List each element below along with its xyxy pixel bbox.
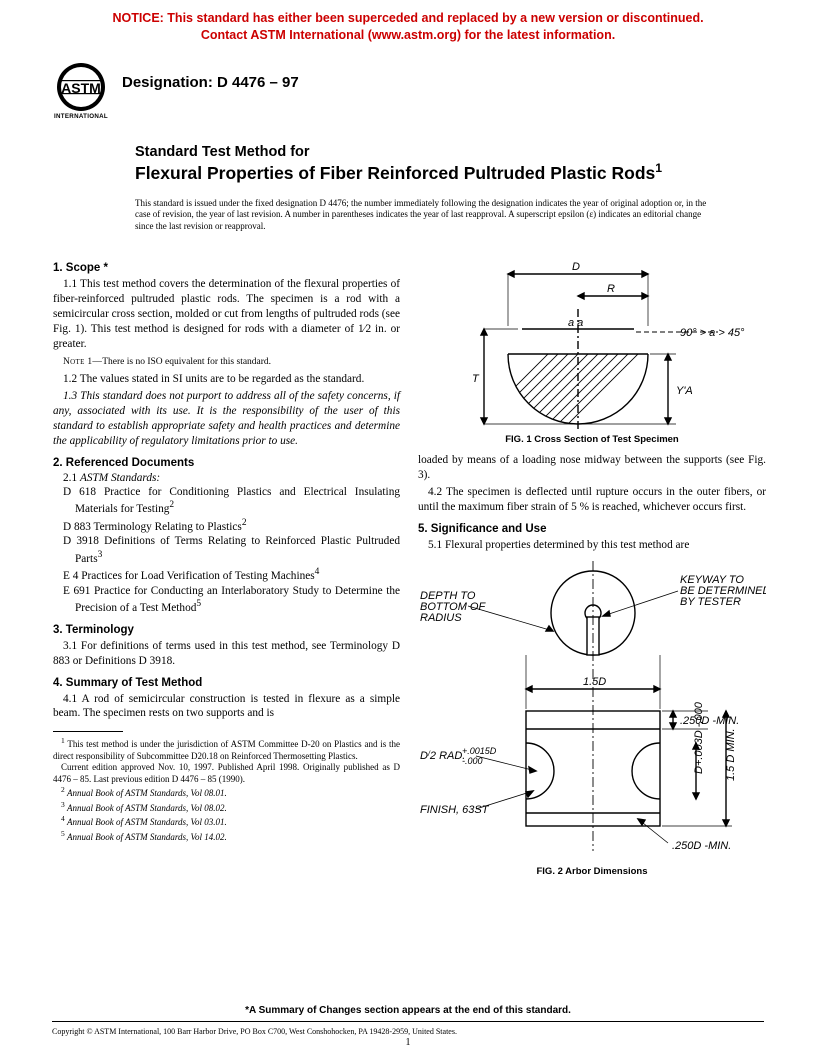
- fig2-depth: DEPTH TOBOTTOM OFRADIUS: [420, 590, 486, 624]
- fig1-D: D: [572, 261, 580, 273]
- ref-item: E 4 Practices for Load Verification of T…: [53, 566, 400, 583]
- significance-head: 5. Significance and Use: [418, 523, 766, 535]
- fn4-text: Annual Book of ASTM Standards, Vol 03.01…: [67, 817, 227, 827]
- fig2-topmin: .250D -MIN.: [680, 715, 739, 727]
- refdocs-sub: 2.1 ASTM Standards:: [53, 472, 400, 484]
- title-sup: 1: [655, 161, 662, 175]
- fig2-svg: DEPTH TOBOTTOM OFRADIUS KEYWAY TOBE DETE…: [418, 561, 766, 861]
- header: ASTM INTERNATIONAL Designation: D 4476 –…: [0, 48, 816, 122]
- scope-p2: 1.2 The values stated in SI units are to…: [53, 372, 400, 387]
- fig1-R: R: [607, 283, 615, 295]
- body-columns: 1. Scope * 1.1 This test method covers t…: [0, 232, 816, 877]
- refdocs-head: 2. Referenced Documents: [53, 457, 400, 469]
- scope-p1: 1.1 This test method covers the determin…: [53, 277, 400, 352]
- page-number: 1: [0, 1037, 816, 1048]
- figure-1: D R T Y'A a a 90° > a > 45° FIG. 1 Cross…: [418, 254, 766, 445]
- scope-p3: 1.3 This standard does not purport to ad…: [53, 389, 400, 449]
- significance-p1: 5.1 Flexural properties determined by th…: [418, 538, 766, 553]
- footnote-2: 2 Annual Book of ASTM Standards, Vol 08.…: [53, 785, 400, 800]
- fig2-span: 1.5D: [583, 676, 606, 688]
- fig1-caption: FIG. 1 Cross Section of Test Specimen: [418, 434, 766, 445]
- summary-p2: 4.2 The specimen is deflected until rupt…: [418, 485, 766, 515]
- fn3-text: Annual Book of ASTM Standards, Vol 08.02…: [67, 803, 227, 813]
- left-column: 1. Scope * 1.1 This test method covers t…: [53, 254, 400, 877]
- footnote-1b: Current edition approved Nov. 10, 1997. …: [53, 762, 400, 785]
- ref-item: D 3918 Definitions of Terms Relating to …: [53, 534, 400, 566]
- fig1-svg: D R T Y'A a a 90° > a > 45°: [418, 254, 766, 429]
- footnote-5: 5 Annual Book of ASTM Standards, Vol 14.…: [53, 829, 400, 844]
- footnote-1a: 1 This test method is under the jurisdic…: [53, 736, 400, 762]
- summary-p1-cont: loaded by means of a loading nose midway…: [418, 453, 766, 483]
- designation: Designation: D 4476 – 97: [122, 74, 299, 91]
- note-body: There is no ISO equivalent for this stan…: [102, 357, 271, 367]
- title-block: Standard Test Method for Flexural Proper…: [135, 144, 725, 184]
- fig1-T: T: [472, 373, 480, 385]
- fn2-text: Annual Book of ASTM Standards, Vol 08.01…: [67, 788, 227, 798]
- ref-item: D 618 Practice for Conditioning Plastics…: [53, 485, 400, 517]
- fig1-angle: 90° > a > 45°: [680, 327, 745, 339]
- footnote-4: 4 Annual Book of ASTM Standards, Vol 03.…: [53, 814, 400, 829]
- notice-line1: NOTICE: This standard has either been su…: [60, 10, 756, 27]
- title-main-text: Flexural Properties of Fiber Reinforced …: [135, 163, 655, 183]
- fig2-height: 1.5 D MIN.: [725, 728, 737, 781]
- scope-note1: Note 1—There is no ISO equivalent for th…: [53, 356, 400, 368]
- refdocs-sub-text: ASTM Standards:: [80, 472, 160, 484]
- fig1-YA: Y'A: [676, 385, 693, 397]
- terminology-head: 3. Terminology: [53, 624, 400, 636]
- fig2-htol: D+.003D -.000: [693, 701, 705, 774]
- refdocs-list: D 618 Practice for Conditioning Plastics…: [53, 485, 400, 616]
- scope-head: 1. Scope *: [53, 262, 400, 274]
- svg-text:INTERNATIONAL: INTERNATIONAL: [54, 113, 108, 120]
- fig2-rad: D/2 RAD.+.0015D-.000: [420, 746, 497, 766]
- issuance-note: This standard is issued under the fixed …: [135, 198, 715, 233]
- fig2-botmin: .250D -MIN.: [672, 840, 731, 852]
- bottom-rule: [52, 1021, 764, 1022]
- ref-item: E 691 Practice for Conducting an Interla…: [53, 584, 400, 616]
- footnote-rule: [53, 731, 123, 732]
- copyright: Copyright © ASTM International, 100 Barr…: [52, 1027, 457, 1036]
- title-main: Flexural Properties of Fiber Reinforced …: [135, 161, 725, 183]
- note-lead: Note 1—: [63, 357, 102, 367]
- fig2-caption: FIG. 2 Arbor Dimensions: [418, 866, 766, 877]
- fig2-finish: FINISH, 63ST: [420, 804, 490, 816]
- notice-banner: NOTICE: This standard has either been su…: [0, 0, 816, 48]
- fn1a-text: This test method is under the jurisdicti…: [53, 739, 400, 761]
- terminology-p1: 3.1 For definitions of terms used in thi…: [53, 639, 400, 669]
- figure-2: DEPTH TOBOTTOM OFRADIUS KEYWAY TOBE DETE…: [418, 561, 766, 877]
- fig1-aa: a a: [568, 317, 583, 329]
- fig2-keyway: KEYWAY TOBE DETERMINEDBY TESTER: [680, 574, 766, 608]
- title-lead: Standard Test Method for: [135, 144, 725, 161]
- notice-line2: Contact ASTM International (www.astm.org…: [60, 27, 756, 44]
- summary-head: 4. Summary of Test Method: [53, 677, 400, 689]
- changes-note: *A Summary of Changes section appears at…: [0, 1005, 816, 1016]
- right-column: D R T Y'A a a 90° > a > 45° FIG. 1 Cross…: [418, 254, 766, 877]
- summary-p1: 4.1 A rod of semicircular construction i…: [53, 692, 400, 722]
- ref-item: D 883 Terminology Relating to Plastics2: [53, 517, 400, 534]
- astm-logo-icon: ASTM INTERNATIONAL: [50, 60, 112, 122]
- fn5-text: Annual Book of ASTM Standards, Vol 14.02…: [67, 832, 227, 842]
- footnote-3: 3 Annual Book of ASTM Standards, Vol 08.…: [53, 800, 400, 815]
